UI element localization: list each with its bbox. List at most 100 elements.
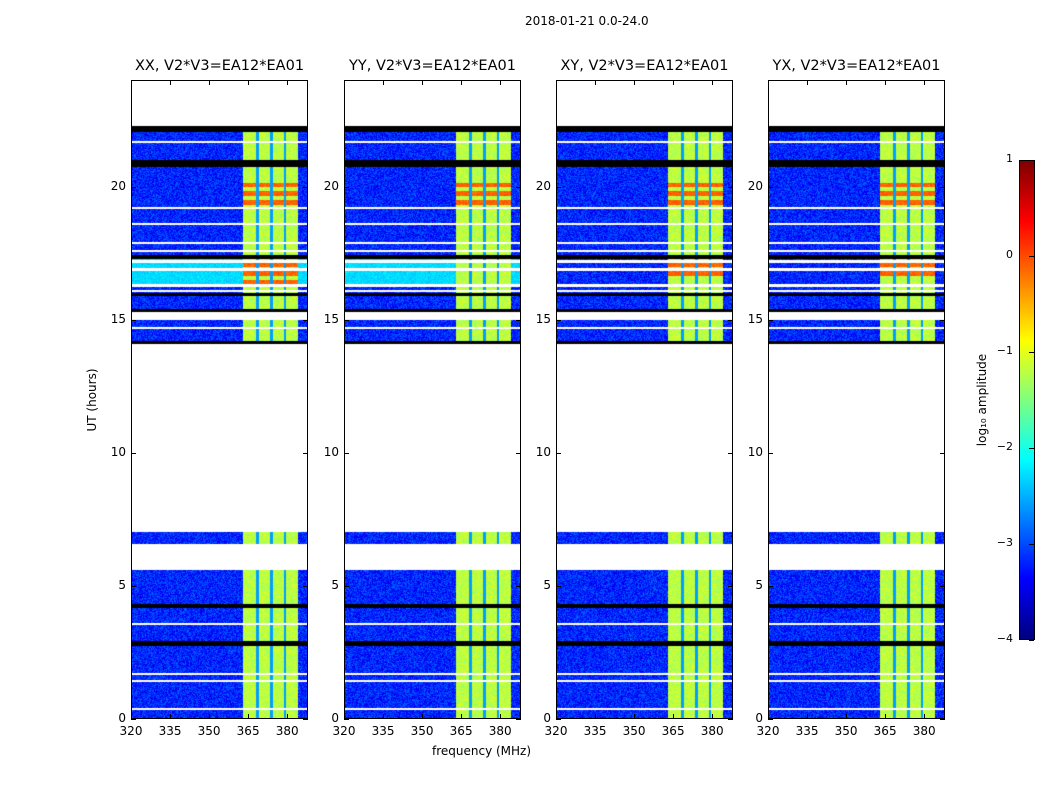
y-tick xyxy=(131,585,136,587)
x-axis-label: frequency (MHz) xyxy=(432,744,532,758)
y-tick xyxy=(131,719,136,720)
y-tick xyxy=(303,719,308,720)
y-tick xyxy=(516,186,521,188)
y-tick-label: 15 xyxy=(110,311,126,326)
x-tick xyxy=(885,80,887,85)
y-tick xyxy=(516,452,521,454)
heatmap-image xyxy=(132,81,307,718)
x-tick xyxy=(344,714,345,719)
y-tick xyxy=(728,585,733,587)
panel-title: YX, V2*V3=EA12*EA01 xyxy=(772,58,941,74)
x-tick-label: 365 xyxy=(449,724,473,738)
colorbar-tick-label: 0 xyxy=(1006,248,1013,261)
x-tick-label: 365 xyxy=(661,724,685,738)
heatmap-image xyxy=(769,81,944,718)
figure-title: 2018-01-21 0.0-24.0 xyxy=(525,14,649,28)
x-tick-label: 335 xyxy=(583,724,607,738)
x-tick xyxy=(768,80,769,85)
y-tick-label: 5 xyxy=(543,577,551,592)
x-tick-label: 335 xyxy=(795,724,819,738)
panel-title: YY, V2*V3=EA12*EA01 xyxy=(349,58,516,74)
x-tick xyxy=(461,714,463,719)
colorbar-tick xyxy=(1029,544,1034,545)
x-tick xyxy=(712,80,714,85)
y-tick-label: 5 xyxy=(755,577,763,592)
heatmap-image xyxy=(557,81,732,718)
colorbar-tick-label: 1 xyxy=(1006,152,1013,165)
y-tick xyxy=(131,319,136,321)
x-tick xyxy=(768,714,769,719)
y-tick-label: 0 xyxy=(543,711,551,725)
x-tick-label: 320 xyxy=(119,724,143,738)
x-tick xyxy=(846,80,848,85)
y-tick xyxy=(131,452,136,454)
x-tick xyxy=(422,714,424,719)
y-tick-label: 5 xyxy=(331,577,339,592)
x-tick-label: 350 xyxy=(410,724,434,738)
y-tick xyxy=(131,186,136,188)
x-tick-label: 380 xyxy=(912,724,936,738)
colorbar-label: log₁₀ amplitude xyxy=(975,353,989,447)
x-tick xyxy=(383,80,385,85)
y-tick xyxy=(556,452,561,454)
x-tick-label: 365 xyxy=(236,724,260,738)
x-tick-label: 365 xyxy=(873,724,897,738)
x-tick xyxy=(383,714,385,719)
x-tick xyxy=(807,80,809,85)
x-tick-label: 320 xyxy=(756,724,780,738)
y-tick xyxy=(556,585,561,587)
x-tick xyxy=(170,714,172,719)
y-tick xyxy=(768,585,773,587)
x-tick xyxy=(170,80,172,85)
x-tick xyxy=(500,714,502,719)
colorbar-tick xyxy=(1029,256,1034,257)
x-tick xyxy=(924,80,926,85)
y-tick-label: 5 xyxy=(118,577,126,592)
colorbar-tick xyxy=(1029,640,1034,641)
y-tick xyxy=(516,719,521,720)
y-tick xyxy=(940,719,945,720)
panel-title: XY, V2*V3=EA12*EA01 xyxy=(560,58,729,74)
y-axis-label: UT (hours) xyxy=(85,368,99,432)
x-tick xyxy=(634,714,636,719)
x-tick xyxy=(556,80,557,85)
x-tick-label: 350 xyxy=(834,724,858,738)
y-tick-label: 15 xyxy=(747,311,763,326)
x-tick xyxy=(712,714,714,719)
x-tick xyxy=(344,80,345,85)
y-tick xyxy=(516,585,521,587)
heatmap-panel xyxy=(768,80,945,719)
y-tick xyxy=(940,186,945,188)
y-tick xyxy=(344,319,349,321)
heatmap-panel xyxy=(344,80,521,719)
x-tick-label: 335 xyxy=(371,724,395,738)
y-tick xyxy=(940,452,945,454)
y-tick xyxy=(344,585,349,587)
heatmap-image xyxy=(345,81,520,718)
x-tick-label: 380 xyxy=(275,724,299,738)
colorbar xyxy=(1019,160,1035,640)
y-tick-label: 10 xyxy=(535,444,551,459)
y-tick xyxy=(768,319,773,321)
colorbar-tick xyxy=(1029,448,1034,449)
colorbar-tick xyxy=(1029,160,1034,161)
y-tick-label: 0 xyxy=(755,711,763,725)
y-tick xyxy=(344,452,349,454)
y-tick xyxy=(728,186,733,188)
x-tick xyxy=(556,714,557,719)
y-tick xyxy=(556,319,561,321)
y-tick-label: 20 xyxy=(323,178,339,193)
y-tick-label: 20 xyxy=(110,178,126,193)
x-tick xyxy=(673,714,675,719)
colorbar-tick-label: −3 xyxy=(996,536,1013,549)
y-tick xyxy=(940,319,945,321)
x-tick xyxy=(422,80,424,85)
x-tick xyxy=(595,80,597,85)
x-tick-label: 335 xyxy=(158,724,182,738)
x-tick xyxy=(131,80,132,85)
y-tick xyxy=(728,319,733,321)
y-tick xyxy=(940,585,945,587)
y-tick-label: 15 xyxy=(535,311,551,326)
x-tick xyxy=(131,714,132,719)
